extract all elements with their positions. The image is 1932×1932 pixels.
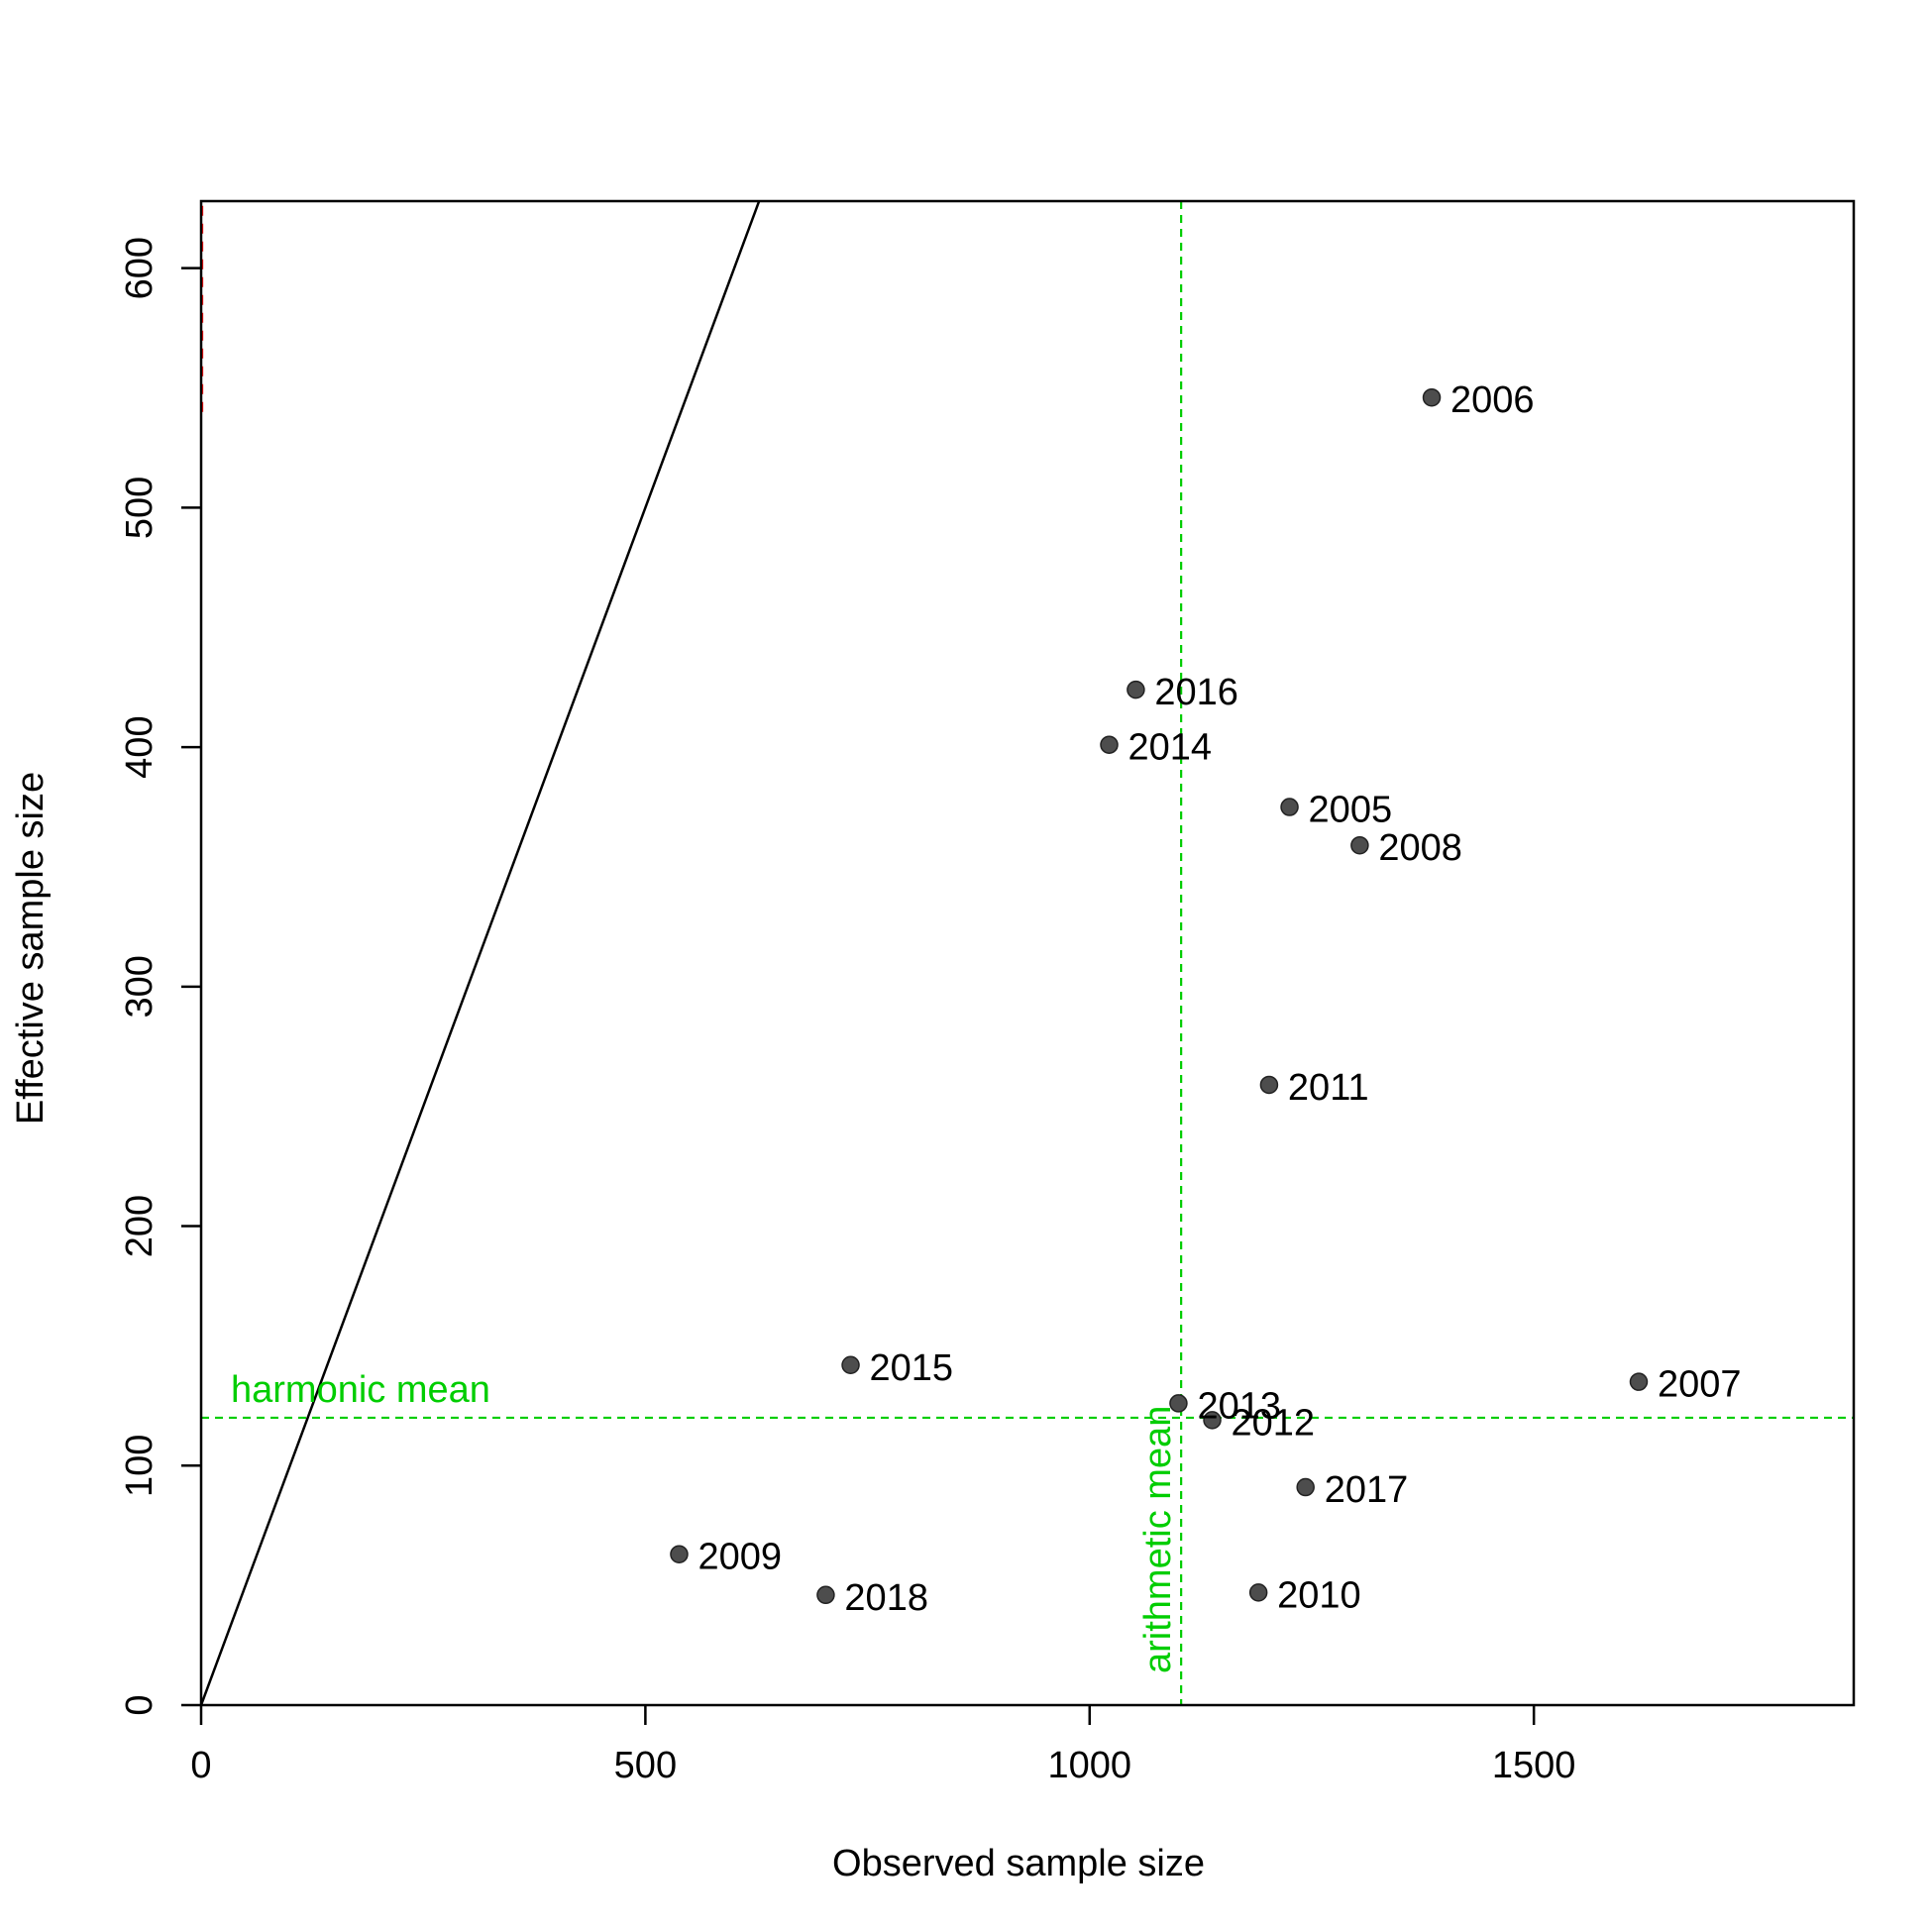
data-point: [1169, 1394, 1188, 1413]
point-label: 2013: [1197, 1385, 1281, 1427]
data-point: [1127, 680, 1145, 699]
data-point: [1259, 1075, 1279, 1095]
point-label: 2009: [698, 1537, 782, 1578]
data-point: [816, 1585, 835, 1605]
reference-lines: [201, 201, 1854, 1705]
point-label: 2012: [1232, 1402, 1316, 1444]
data-point: [1248, 1583, 1268, 1602]
data-point: [1100, 735, 1119, 754]
point-label: 2017: [1325, 1469, 1409, 1511]
x-tick-label: 0: [190, 1745, 211, 1786]
point-label: 2015: [870, 1347, 954, 1389]
harmonic-mean-label: harmonic mean: [231, 1369, 490, 1411]
data-point: [1296, 1477, 1315, 1497]
y-tick-label: 0: [119, 1694, 161, 1715]
plot-frame: [199, 199, 1856, 1707]
y-tick-label: 500: [119, 477, 161, 539]
point-labels: harmonic mean arithmetic mean 2005 2006 2007…: [231, 379, 1742, 1673]
identity-line: [201, 201, 761, 1705]
data-point: [1203, 1411, 1222, 1430]
data-point: [1422, 387, 1442, 407]
y-axis-title: Effective sample size: [10, 772, 52, 1125]
axes: 0 500 1000 1500 0 100 200 300 400 500 600: [119, 199, 1856, 1786]
y-tick-label: 600: [119, 237, 161, 299]
x-tick-label: 500: [614, 1745, 677, 1786]
point-label: 2014: [1128, 727, 1213, 769]
y-tick-label: 200: [119, 1195, 161, 1257]
y-tick-label: 100: [119, 1435, 161, 1497]
data-point: [1350, 835, 1369, 855]
data-point: [841, 1355, 860, 1375]
data-point: [1629, 1372, 1649, 1391]
x-axis-title: Observed sample size: [832, 1843, 1205, 1884]
point-label: 2005: [1309, 790, 1393, 831]
point-label: 2011: [1288, 1067, 1369, 1109]
point-label: 2008: [1378, 827, 1462, 869]
point-label: 2007: [1658, 1364, 1742, 1406]
y-tick-label: 300: [119, 955, 161, 1018]
data-point: [1280, 798, 1299, 816]
data-points: [670, 387, 1649, 1605]
y-tick-label: 400: [119, 715, 161, 778]
arithmetic-mean-label: arithmetic mean: [1137, 1406, 1179, 1673]
data-point: [670, 1545, 689, 1563]
point-label: 2010: [1277, 1574, 1361, 1616]
point-label: 2006: [1450, 379, 1535, 421]
point-label: 2018: [844, 1577, 928, 1619]
point-label: 2016: [1154, 672, 1238, 713]
x-tick-label: 1500: [1492, 1745, 1576, 1786]
x-tick-label: 1000: [1048, 1745, 1132, 1786]
